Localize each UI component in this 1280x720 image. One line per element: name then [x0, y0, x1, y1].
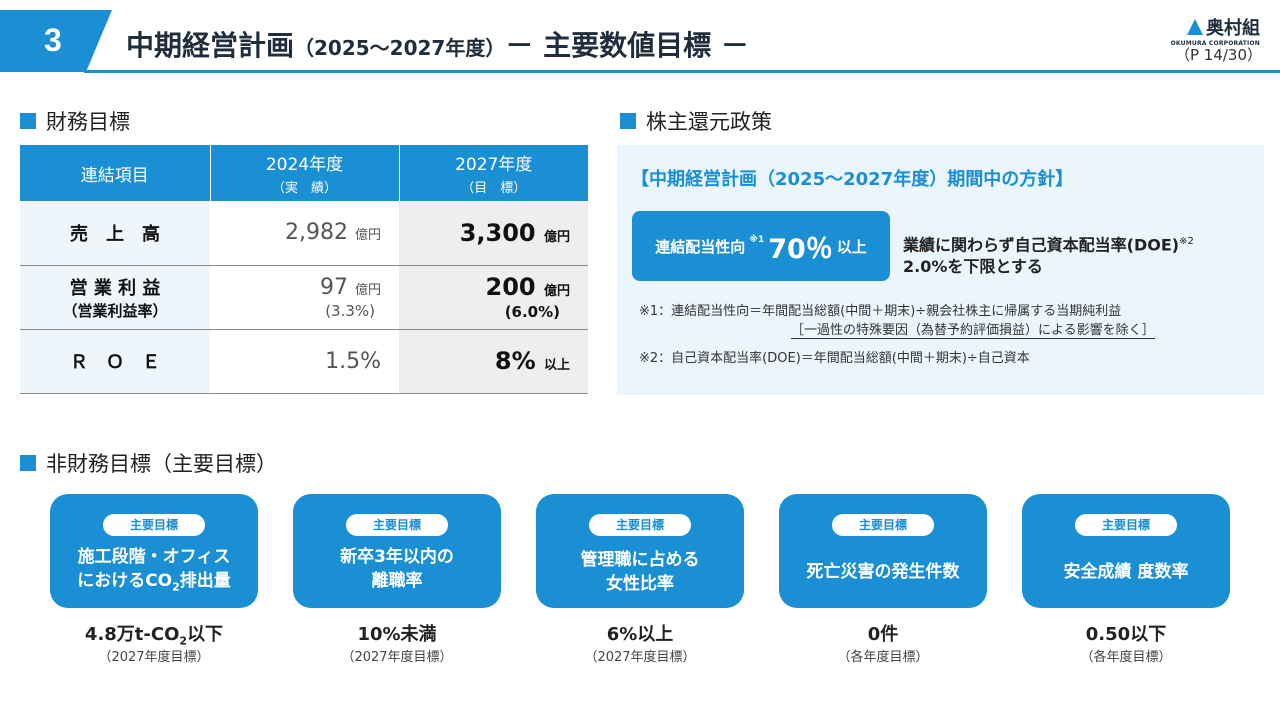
goal-card-fatal-accidents: 主要目標 死亡災害の発生件数 — [779, 494, 987, 608]
goal-target-year: （各年度目標） — [1080, 650, 1172, 665]
footnote-1-detail: ［一過性の特殊要因（為替予約評価損益）による影響を除く］ — [791, 319, 1155, 339]
square-bullet-icon — [620, 113, 636, 129]
goal-target-year: （各年度目標） — [837, 650, 929, 665]
doe-policy-text: 業績に関わらず自己資本配当率(DOE)※2 2.0%を下限とする — [903, 235, 1194, 277]
table-row-sales: 売 上 高 2,982 億円 3,300 億円 — [20, 201, 588, 266]
financial-table: 連結項目 2024年度 （実 績） 2027年度 （目 標） 売 上 高 2,982… — [20, 145, 588, 394]
square-bullet-icon — [20, 455, 36, 471]
table-row-operating-income: 営 業 利 益（営業利益率） 97 億円 (3.3%) 200 億円 (6.0%) — [20, 265, 588, 330]
col-2027-header: 2027年度 （目 標） — [399, 145, 588, 201]
goal-value: 6%以上 — [606, 624, 674, 645]
slide-title: 中期経営計画（2025～2027年度）－ 主要数値目標 － — [126, 24, 749, 64]
goal-card-female-managers: 主要目標 管理職に占める 女性比率 — [536, 494, 744, 608]
title-main: 中期経営計画 — [126, 29, 295, 62]
col-2024-header: 2024年度 （実 績） — [210, 145, 400, 201]
policy-heading: 【中期経営計画（2025～2027年度）期間中の方針】 — [631, 169, 1074, 190]
goal-value: 4.8万t-CO2以下 — [84, 624, 224, 648]
goal-target-year: （2027年度目標） — [584, 650, 696, 665]
section-number: 3 — [44, 22, 62, 58]
logo-mark-icon — [1187, 19, 1203, 35]
row-label: 営 業 利 益（営業利益率） — [20, 265, 210, 330]
goal-target-year: （2027年度目標） — [341, 650, 453, 665]
goal-value: 10%未満 — [357, 624, 437, 645]
goal-description: 管理職に占める 女性比率 — [580, 550, 700, 594]
nonfinancial-heading: 非財務目標（主要目標） — [20, 448, 277, 478]
goal-value: 0件 — [867, 624, 899, 645]
row-label: 売 上 高 — [20, 201, 210, 266]
payout-ratio-box: 連結配当性向 ※1 70％ 以上 — [632, 211, 890, 281]
main-goal-badge: 主要目標 — [103, 514, 205, 536]
payout-unit: 以上 — [836, 237, 867, 256]
value-2024: 2,982 億円 — [210, 201, 399, 266]
col-item-header: 連結項目 — [20, 145, 211, 201]
logo-name: 奥村組 — [1206, 18, 1260, 39]
goal-description: 死亡災害の発生件数 — [806, 562, 960, 582]
table-row-roe: Ｒ Ｏ Ｅ 1.5% 8% 以上 — [20, 329, 588, 394]
nonfinancial-heading-text: 非財務目標（主要目標） — [46, 452, 277, 476]
title-suffix: － 主要数値目標 － — [505, 29, 749, 62]
main-goal-badge: 主要目標 — [346, 514, 448, 536]
payout-note-mark: ※1 — [749, 235, 765, 245]
footnote-2: ※2：自己資本配当率(DOE)＝年間配当総額(中間＋期末)÷自己資本 — [639, 351, 1030, 366]
row-label: Ｒ Ｏ Ｅ — [20, 329, 210, 394]
payout-label: 連結配当性向 — [655, 237, 746, 256]
financial-heading: 財務目標 — [20, 106, 130, 136]
value-2027: 8% 以上 — [399, 329, 588, 394]
main-goal-badge: 主要目標 — [1075, 514, 1177, 536]
shareholder-heading-text: 株主還元政策 — [646, 110, 772, 134]
main-goal-badge: 主要目標 — [832, 514, 934, 536]
value-2024: 97 億円 (3.3%) — [210, 265, 399, 330]
main-goal-badge: 主要目標 — [589, 514, 691, 536]
goal-target-year: （2027年度目標） — [98, 650, 210, 665]
value-2027: 3,300 億円 — [399, 201, 588, 266]
payout-value: 70％ — [768, 233, 833, 265]
slide-header: 3 中期経営計画（2025～2027年度）－ 主要数値目標 － 奥村組 OKUM… — [0, 0, 1280, 80]
goal-card-turnover: 主要目標 新卒3年以内の 離職率 — [293, 494, 501, 608]
section-number-badge: 3 — [0, 10, 112, 72]
title-underline — [84, 70, 1280, 73]
financial-heading-text: 財務目標 — [46, 110, 130, 134]
title-period: （2025～2027年度） — [294, 36, 506, 60]
shareholder-heading: 株主還元政策 — [620, 106, 772, 136]
goal-value: 0.50以下 — [1085, 624, 1167, 645]
square-bullet-icon — [20, 113, 36, 129]
goal-card-accident-frequency: 主要目標 安全成績 度数率 — [1022, 494, 1230, 608]
value-2024: 1.5% — [210, 329, 399, 394]
table-header-row: 連結項目 2024年度 （実 績） 2027年度 （目 標） — [20, 145, 588, 201]
goal-card-co2: 主要目標 施工段階・オフィス におけるCO2排出量 — [50, 494, 258, 608]
page-number: （P 14/30） — [1174, 46, 1262, 64]
footnote-1: ※1：連結配当性向＝年間配当総額(中間＋期末)÷親会社株主に帰属する当期純利益 — [639, 304, 1122, 319]
value-2027: 200 億円 (6.0%) — [399, 265, 588, 330]
goal-description: 施工段階・オフィス におけるCO2排出量 — [77, 546, 231, 594]
goal-description: 新卒3年以内の 離職率 — [340, 547, 454, 591]
shareholder-policy-box: 【中期経営計画（2025～2027年度）期間中の方針】 連結配当性向 ※1 70％… — [617, 145, 1264, 395]
logo-subtitle: OKUMURA CORPORATION — [1170, 40, 1260, 47]
company-logo: 奥村組 OKUMURA CORPORATION — [1171, 14, 1260, 47]
goal-description: 安全成績 度数率 — [1063, 562, 1189, 582]
